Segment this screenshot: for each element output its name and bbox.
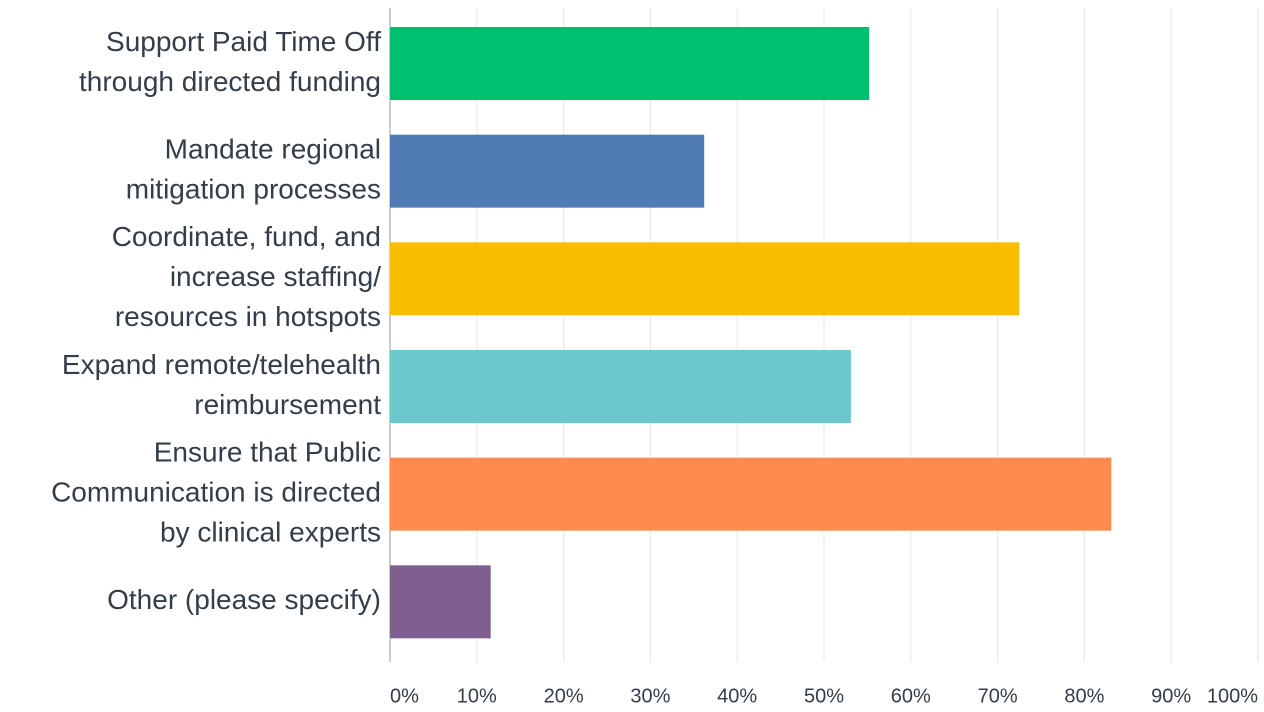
y-tick-label: Support Paid Time Off [106, 26, 381, 57]
y-tick-label: Communication is directed [51, 477, 381, 508]
x-tick-label: 80% [1064, 685, 1104, 707]
x-tick-label: 20% [544, 685, 584, 707]
x-tick-label: 30% [630, 685, 670, 707]
bar [390, 27, 870, 100]
x-tick-label: 50% [804, 685, 844, 707]
y-tick-label: Other (please specify) [107, 584, 381, 615]
y-tick-label: by clinical experts [160, 517, 381, 548]
x-tick-label: 90% [1151, 685, 1191, 707]
bar [390, 242, 1020, 316]
y-tick-label: through directed funding [79, 66, 381, 97]
y-tick-label: Expand remote/telehealth [62, 349, 381, 380]
x-tick-label: 100% [1207, 685, 1258, 707]
bar [390, 134, 705, 208]
x-tick-label: 40% [717, 685, 757, 707]
x-tick-label: 60% [891, 685, 931, 707]
y-tick-label: Coordinate, fund, and [112, 221, 381, 252]
x-tick-label: 10% [457, 685, 497, 707]
y-tick-label: increase staffing/ [170, 261, 381, 292]
y-tick-label: Mandate regional [165, 134, 381, 165]
y-tick-label: reimbursement [194, 389, 381, 420]
bar [390, 565, 491, 639]
x-tick-label: 70% [978, 685, 1018, 707]
bar [390, 457, 1112, 531]
y-tick-label: mitigation processes [126, 174, 381, 205]
bar [390, 350, 851, 423]
y-tick-label: Ensure that Public [154, 437, 381, 468]
x-tick-label: 0% [390, 685, 419, 707]
y-tick-label: resources in hotspots [115, 301, 381, 332]
